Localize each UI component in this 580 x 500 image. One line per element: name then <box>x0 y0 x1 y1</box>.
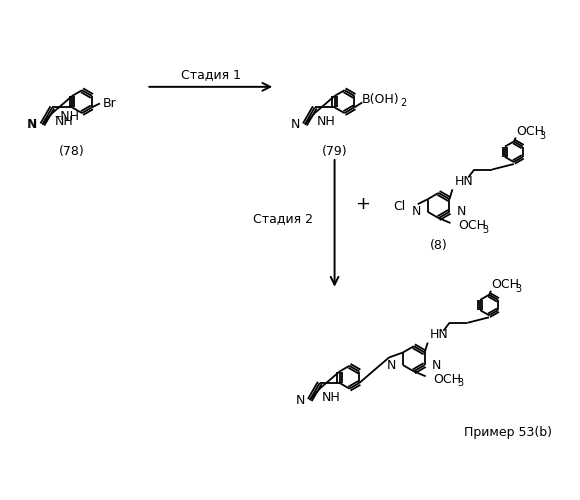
Text: N: N <box>27 118 37 131</box>
Text: OCH: OCH <box>434 372 462 386</box>
Text: 3: 3 <box>515 284 521 294</box>
Text: 3: 3 <box>458 378 463 388</box>
Text: Br: Br <box>103 97 117 110</box>
Text: (8): (8) <box>430 238 447 252</box>
Text: N: N <box>387 358 396 372</box>
Text: 3: 3 <box>482 225 488 235</box>
Text: –NH: –NH <box>55 110 79 122</box>
Text: N: N <box>432 358 441 372</box>
Text: +: + <box>355 194 370 212</box>
Text: NH: NH <box>317 115 335 128</box>
Text: Стадия 2: Стадия 2 <box>253 212 313 225</box>
Text: NH: NH <box>55 115 73 128</box>
Text: N: N <box>291 118 300 131</box>
Text: B(OH): B(OH) <box>361 93 399 106</box>
Text: Cl: Cl <box>394 200 406 212</box>
Text: OCH: OCH <box>516 125 544 138</box>
Text: 2: 2 <box>400 98 406 108</box>
Text: OCH: OCH <box>491 278 519 291</box>
Text: N: N <box>411 206 420 218</box>
Text: Стадия 1: Стадия 1 <box>181 68 241 82</box>
Text: (78): (78) <box>59 144 85 158</box>
Text: NH: NH <box>322 390 340 404</box>
Text: (79): (79) <box>322 144 347 158</box>
Text: HN: HN <box>454 175 473 188</box>
Text: 3: 3 <box>539 130 546 140</box>
Text: Пример 53(b): Пример 53(b) <box>464 426 552 440</box>
Text: N: N <box>28 118 38 131</box>
Text: OCH: OCH <box>458 220 487 232</box>
Text: N: N <box>295 394 305 406</box>
Text: HN: HN <box>430 328 448 341</box>
Text: N: N <box>456 206 466 218</box>
